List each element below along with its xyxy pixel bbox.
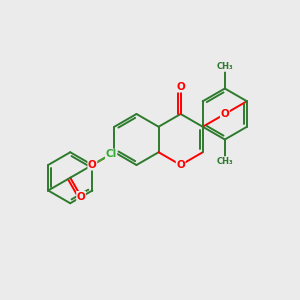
Text: Cl: Cl [106, 149, 117, 159]
Text: O: O [220, 109, 229, 119]
Text: O: O [176, 82, 185, 92]
Text: O: O [77, 191, 85, 202]
Text: CH₃: CH₃ [217, 157, 233, 166]
Text: O: O [176, 160, 185, 170]
Text: O: O [88, 160, 97, 170]
Text: CH₃: CH₃ [217, 62, 233, 71]
